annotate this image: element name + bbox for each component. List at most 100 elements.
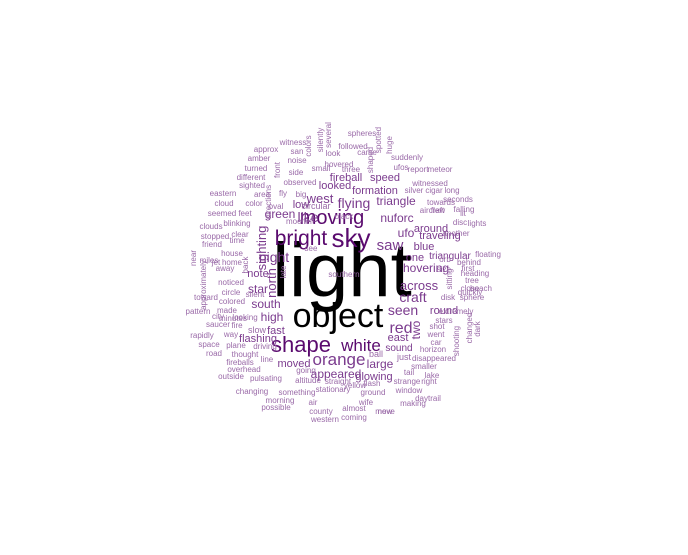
word-strange: strange — [394, 377, 421, 386]
word-traveling: traveling — [419, 230, 461, 242]
word-tail: tail — [404, 368, 414, 377]
word-home: home — [222, 258, 243, 267]
word-air: air — [309, 398, 318, 407]
word-triangular: triangular — [429, 251, 471, 262]
word-seen: seen — [388, 302, 418, 318]
word-orb: orb — [439, 255, 451, 264]
word-report: report — [408, 165, 430, 174]
word-round: round — [430, 305, 458, 317]
word-appeared: appeared — [311, 367, 362, 381]
word-new: new — [378, 407, 393, 416]
word-another: another — [442, 229, 469, 238]
word-one: one — [406, 252, 424, 264]
word-orange: orange — [313, 350, 366, 369]
word-eastern: eastern — [210, 189, 237, 198]
word-near: near — [189, 250, 198, 266]
word-changed: changed — [465, 313, 474, 344]
word-observed: observed — [284, 178, 317, 187]
word-stationary: stationary — [316, 385, 351, 394]
word-away: away — [216, 264, 235, 273]
word-turned: turned — [245, 164, 268, 173]
word-fly: fly — [279, 189, 287, 198]
word-cigar: cigar — [425, 186, 443, 195]
word-followed: followed — [338, 142, 367, 151]
word-saw: saw — [377, 237, 404, 254]
word-white: white — [340, 336, 381, 355]
word-sphere: sphere — [460, 293, 485, 302]
word-south: south — [251, 297, 280, 311]
word-object: object — [293, 297, 384, 335]
word-friend: friend — [202, 240, 222, 249]
word-behind: behind — [457, 258, 481, 267]
word-floating: floating — [475, 250, 501, 259]
word-toward: toward — [194, 293, 218, 302]
word-small: small — [312, 164, 331, 173]
word-three: three — [342, 165, 361, 174]
word-ground: ground — [361, 388, 386, 397]
word-feet: feet — [238, 209, 252, 218]
word-like: like — [297, 209, 318, 225]
word-light: light — [272, 228, 411, 313]
word-horizon: horizon — [420, 345, 446, 354]
word-altitude: altitude — [295, 376, 321, 385]
word-flashing: flashing — [239, 333, 277, 345]
word-move: move — [375, 407, 395, 416]
word-county: county — [309, 407, 333, 416]
word-formation: formation — [352, 185, 398, 197]
word-note: note — [247, 268, 268, 280]
word-low: low — [293, 199, 310, 211]
word-seconds: seconds — [443, 195, 473, 204]
word-moving: moving — [300, 207, 364, 229]
word-sitting: sitting — [445, 269, 454, 290]
word-thought: thought — [232, 350, 259, 359]
word-long: long — [444, 186, 459, 195]
word-hovering: hovering — [403, 261, 449, 275]
word-oval: oval — [269, 202, 284, 211]
word-smaller: smaller — [411, 362, 437, 371]
word-cloud: cloud — [214, 199, 233, 208]
word-shooting: shooting — [452, 326, 461, 356]
word-silver: silver — [405, 186, 424, 195]
word-fast: fast — [267, 325, 285, 337]
word-approx: approx — [254, 145, 278, 154]
word-made: made — [217, 306, 238, 315]
word-seemed: seemed — [208, 209, 236, 218]
word-circular: circular — [301, 201, 330, 211]
word-late: late — [279, 265, 288, 278]
word-big: big — [296, 190, 307, 199]
word-circle: circle — [222, 288, 241, 297]
word-different: different — [237, 173, 267, 182]
word-approximately: approximately — [199, 260, 208, 310]
word-north: north — [264, 268, 279, 298]
word-just: just — [396, 352, 412, 362]
word-right: right — [421, 377, 437, 386]
word-first: first — [462, 264, 476, 273]
word-miles: miles — [200, 256, 219, 265]
word-sound: sound — [385, 343, 412, 354]
word-came: came — [357, 148, 377, 157]
word-directions: directions — [264, 185, 273, 219]
word-window: window — [395, 386, 423, 395]
word-flew: flew — [431, 206, 445, 215]
word-stopped: stopped — [201, 232, 229, 241]
word-amber: amber — [248, 154, 271, 163]
word-fireball: fireball — [330, 172, 362, 184]
word-size: size — [437, 265, 452, 274]
word-lit: lit — [460, 209, 467, 218]
word-red: red — [389, 320, 412, 337]
word-clouds: clouds — [199, 222, 222, 231]
word-spotted: spotted — [374, 127, 383, 153]
word-bright: bright — [275, 227, 328, 250]
word-silent: silent — [246, 290, 265, 299]
word-ufos: ufos — [393, 163, 408, 172]
word-large: large — [367, 357, 394, 371]
word-driving: driving — [253, 342, 277, 351]
word-witness: witness — [279, 138, 307, 147]
word-shaped: shaped — [366, 147, 375, 173]
word-dark: dark — [473, 320, 482, 337]
word-east: east — [388, 332, 409, 344]
word-ufo: ufo — [398, 226, 415, 240]
word-changing: changing — [236, 387, 268, 396]
word-black: black — [335, 212, 355, 221]
